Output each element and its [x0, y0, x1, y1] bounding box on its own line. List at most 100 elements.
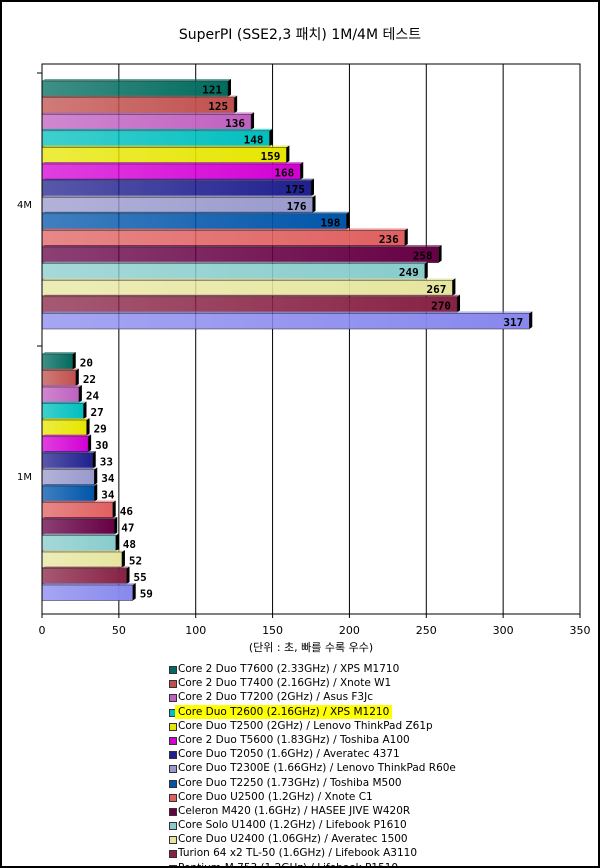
- x-tick-label: 350: [570, 624, 591, 637]
- bar-top: [42, 484, 98, 486]
- bar-top: [42, 211, 350, 214]
- bar: [41, 386, 80, 403]
- bar: [41, 180, 312, 197]
- bar-top: [42, 278, 456, 281]
- bar-value-label: 34: [101, 472, 115, 485]
- bar-side: [72, 352, 76, 370]
- bar: [41, 419, 87, 436]
- chart-title: SuperPI (SSE2,3 패치) 1M/4M 테스트: [178, 27, 422, 43]
- bar-side: [126, 566, 130, 584]
- bar-top: [42, 368, 79, 371]
- bar-side: [227, 79, 231, 97]
- bar: [41, 370, 77, 387]
- bar-value-label: 34: [101, 489, 115, 502]
- legend-label: Core Duo T2250 (1.73GHz) / Toshiba M500: [178, 776, 402, 789]
- bar-side: [300, 162, 304, 180]
- bar-side: [88, 434, 92, 452]
- bar-top: [42, 162, 304, 164]
- legend-label: Core 2 Duo T5600 (1.83GHz) / Toshiba A10…: [178, 733, 410, 746]
- bar-top: [42, 550, 125, 552]
- bar: [41, 313, 530, 330]
- bar-top: [42, 566, 130, 569]
- legend-item: Core 2 Duo T7600 (2.33GHz) / XPS M1710: [164, 662, 584, 676]
- legend-item: Pentium-M 753 (1.2GHz) / Lifebook P1510: [164, 861, 584, 866]
- bar-value-label: 33: [100, 456, 113, 469]
- bar: [41, 485, 95, 502]
- bar: [41, 130, 270, 147]
- bar-side: [121, 550, 125, 568]
- bar-value-label: 267: [427, 283, 447, 296]
- legend-swatch: [169, 864, 177, 866]
- bar-side: [83, 401, 87, 419]
- bar-top: [42, 228, 408, 231]
- bar-top: [42, 352, 76, 354]
- bar-side: [86, 418, 90, 436]
- bar-side: [112, 500, 116, 518]
- bar-side: [114, 517, 118, 535]
- legend: Core 2 Duo T7600 (2.33GHz) / XPS M1710 Co…: [164, 662, 584, 866]
- legend-item: Core Duo T2050 (1.6GHz) / Averatec 4371: [164, 747, 584, 761]
- bar: [41, 80, 229, 97]
- legend-item: Core 2 Duo T7400 (2.16GHz) / Xnote W1: [164, 676, 584, 690]
- bar: [41, 97, 235, 114]
- legend-label: Core Duo T2050 (1.6GHz) / Averatec 4371: [178, 748, 400, 761]
- bar: [41, 213, 347, 230]
- bar: [41, 568, 127, 585]
- bar-side: [269, 128, 273, 147]
- legend-item: Core Duo T2250 (1.73GHz) / Toshiba M500: [164, 776, 584, 790]
- bar-top: [42, 245, 442, 247]
- bar-side: [452, 278, 456, 296]
- bar-value-label: 258: [413, 250, 433, 263]
- bar-top: [42, 178, 314, 181]
- bar-side: [75, 368, 79, 386]
- bar-top: [42, 467, 98, 470]
- bar-top: [42, 95, 238, 98]
- legend-swatch: [169, 666, 177, 674]
- bar-side: [529, 311, 533, 329]
- legend-label: Turion 64 x2 TL-50 (1.6GHz) / Lifebook A…: [178, 847, 418, 860]
- bar-top: [42, 583, 136, 585]
- bar-value-label: 125: [208, 100, 228, 113]
- bar-side: [234, 95, 238, 114]
- bar-top: [42, 418, 90, 420]
- bar-value-label: 270: [431, 299, 451, 312]
- legend-label: Core Solo U1400 (1.2GHz) / Lifebook P161…: [178, 819, 407, 832]
- bar: [41, 403, 84, 420]
- bar-value-label: 20: [80, 357, 93, 370]
- legend-item: Core Duo U2500 (1.2GHz) / Xnote C1: [164, 790, 584, 804]
- bar-value-label: 46: [120, 505, 134, 518]
- bar-top: [42, 79, 231, 81]
- bar-top: [42, 145, 290, 148]
- legend-item: Core 2 Duo T5600 (1.83GHz) / Toshiba A10…: [164, 733, 584, 747]
- bar: [41, 469, 95, 486]
- bar-top: [42, 128, 273, 131]
- bar: [41, 296, 458, 313]
- bar: [41, 518, 115, 535]
- bar: [41, 246, 439, 263]
- bar: [41, 535, 117, 552]
- bar: [41, 353, 73, 370]
- legend-swatch: [169, 793, 177, 802]
- bar-side: [346, 211, 350, 230]
- bar: [41, 196, 313, 214]
- bar-side: [115, 533, 119, 551]
- legend-swatch: [169, 722, 177, 731]
- legend-item: Turion 64 x2 TL-50 (1.6GHz) / Lifebook A…: [164, 846, 584, 860]
- bar-side: [92, 451, 96, 469]
- legend-label: Core Duo U2400 (1.06GHz) / Averatec 1500: [178, 833, 408, 846]
- bar: [41, 551, 123, 568]
- bar-top: [42, 434, 92, 437]
- bar-top: [42, 261, 428, 264]
- bar-top: [42, 500, 116, 503]
- legend-swatch: [169, 694, 177, 703]
- legend-item: Core Duo T2300E (1.66GHz) / Lenovo Think…: [164, 761, 584, 775]
- bar: [41, 502, 113, 519]
- bar-value-label: 59: [140, 588, 153, 601]
- bar-value-label: 168: [274, 167, 294, 180]
- bar-side: [424, 261, 428, 280]
- legend-swatch: [169, 779, 177, 788]
- bar: [41, 263, 425, 280]
- bar-top: [42, 294, 461, 297]
- legend-swatch: [169, 765, 177, 774]
